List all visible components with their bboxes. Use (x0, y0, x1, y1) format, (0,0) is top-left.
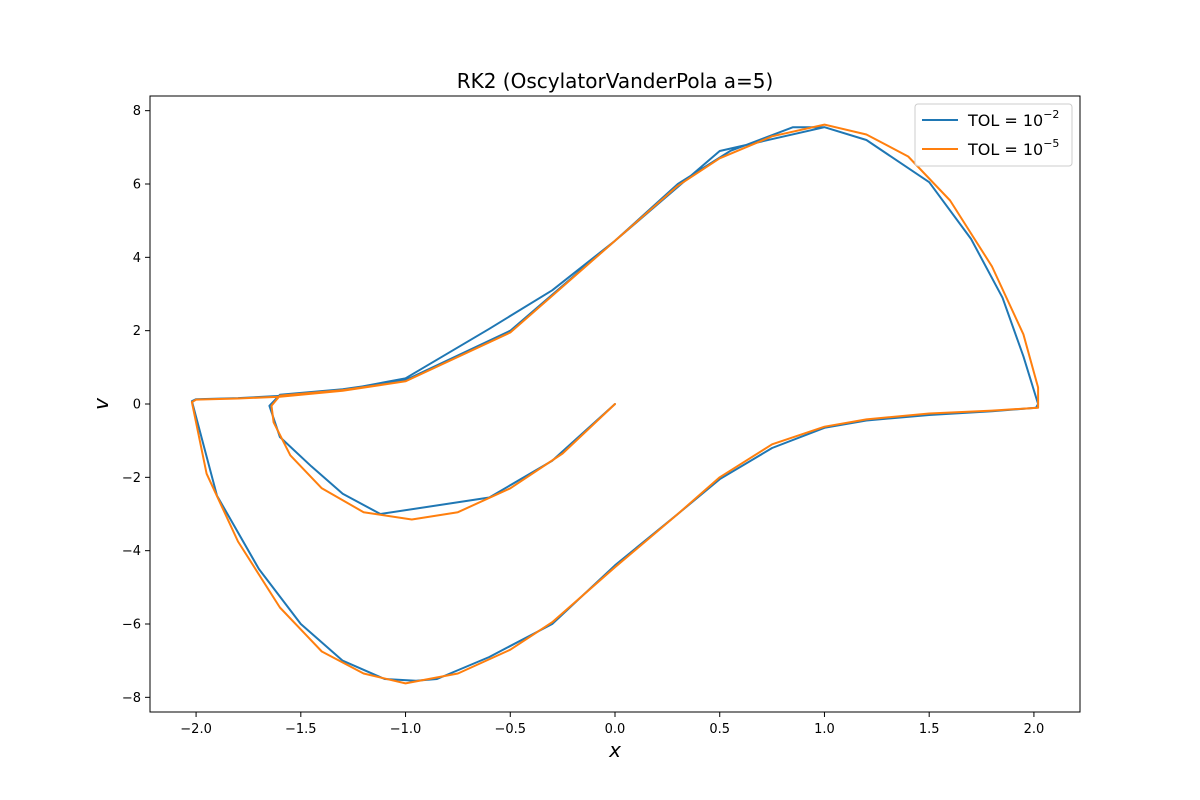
x-tick-label: −2.0 (180, 722, 212, 737)
x-tick-label: 0.0 (605, 722, 626, 737)
legend-label-tol-1e-5: TOL = 10−5 (967, 137, 1059, 159)
legend: TOL = 10−2 TOL = 10−5 (914, 103, 1073, 167)
chart-title: RK2 (OscylatorVanderPola a=5) (457, 69, 774, 93)
series-line-1 (190, 123, 1040, 685)
legend-label-tol-1e-2: TOL = 10−2 (967, 108, 1059, 130)
y-tick-label: −8 (122, 691, 141, 706)
y-tick-label: 2 (133, 324, 141, 339)
x-axis-label: x (608, 738, 621, 762)
x-tick-label: 1.5 (919, 722, 940, 737)
plot-frame (149, 95, 1081, 713)
x-tick-label: 2.0 (1024, 722, 1045, 737)
y-tick-label: 4 (133, 251, 141, 266)
x-axis: −2.0 −1.5 −1.0 −0.5 0.0 0.5 1.0 1.5 2.0 (180, 712, 1044, 737)
x-tick-label: −1.0 (390, 722, 422, 737)
x-tick-label: −0.5 (494, 722, 526, 737)
y-tick-label: 8 (133, 104, 141, 119)
y-axis-label: v (89, 397, 113, 410)
x-tick-label: 0.5 (709, 722, 730, 737)
y-tick-label: −2 (122, 471, 141, 486)
x-tick-label: −1.5 (285, 722, 317, 737)
y-tick-label: −6 (122, 618, 141, 633)
y-tick-label: 0 (133, 398, 141, 413)
plot-area (190, 123, 1040, 685)
y-tick-label: −4 (122, 544, 141, 559)
x-tick-label: 1.0 (814, 722, 835, 737)
y-axis: −8 −6 −4 −2 0 2 4 6 8 (122, 104, 150, 706)
y-tick-label: 6 (133, 178, 141, 193)
